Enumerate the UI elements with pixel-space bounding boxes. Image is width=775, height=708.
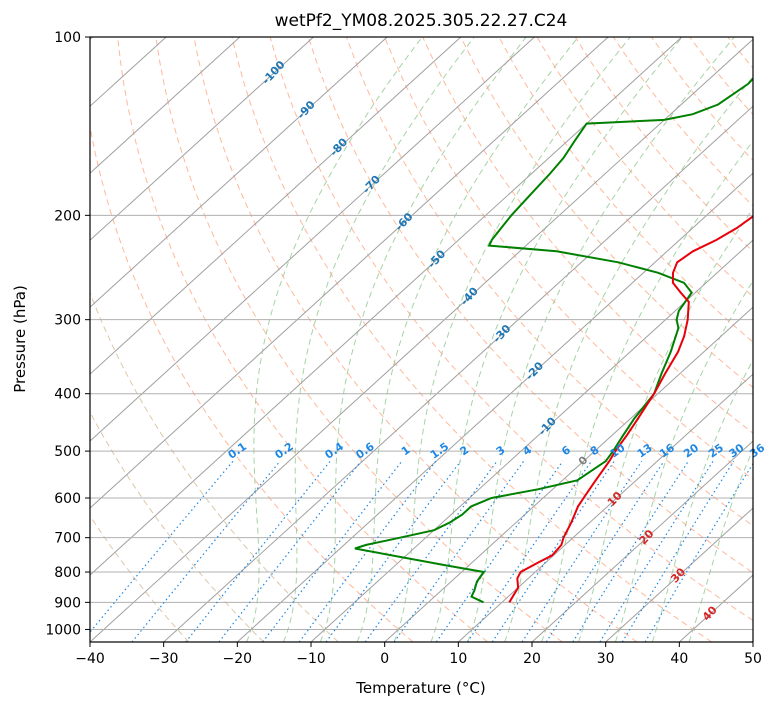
y-tick-label: 900 <box>54 595 81 611</box>
isotherm-line <box>457 373 753 642</box>
isotherm-line <box>90 37 241 174</box>
dry-adiabat <box>90 515 190 642</box>
x-tick-label: 20 <box>523 651 541 667</box>
y-tick-label: 300 <box>54 313 81 329</box>
mixing-ratio-line <box>218 460 362 642</box>
y-axis-label: Pressure (hPa) <box>11 285 29 393</box>
moist-adiabat <box>393 37 631 642</box>
plot-frame <box>89 36 754 643</box>
x-tick-label: −30 <box>149 651 179 667</box>
dry-adiabat <box>193 37 638 642</box>
profile-lines <box>354 77 753 604</box>
background-lines <box>90 37 753 642</box>
mixing-ratio-line <box>491 460 615 642</box>
y-tick-label: 200 <box>54 208 81 224</box>
mixing-ratio-lines <box>90 460 753 642</box>
x-tick-label: 40 <box>670 651 688 667</box>
moist-adiabat <box>504 76 753 642</box>
x-axis-label: Temperature (°C) <box>355 679 485 697</box>
dry-adiabat <box>90 291 339 642</box>
x-tick-label: −20 <box>223 651 253 667</box>
dry-adiabat <box>536 37 753 298</box>
moist-adiabat <box>319 37 527 642</box>
isotherm-line <box>90 37 535 442</box>
moist-adiabat <box>246 37 423 642</box>
moist-adiabat <box>578 207 753 642</box>
isotherm-line <box>163 105 753 642</box>
dewpoint-line <box>354 77 753 604</box>
y-tick-label: 600 <box>54 491 81 507</box>
mixing-ratio-line <box>435 460 564 642</box>
moist-adiabat <box>356 37 579 642</box>
mixing-ratio-line <box>185 460 331 642</box>
moist-adiabat <box>430 37 683 642</box>
isotherm-line <box>236 172 753 642</box>
y-tick-label: 100 <box>54 30 81 46</box>
y-axis-ticks: 100 200 300 400 500 600 700 800 900 1000 <box>45 30 90 638</box>
dry-adiabat <box>117 37 488 642</box>
y-tick-label: 400 <box>54 387 81 403</box>
mixing-ratio-line <box>131 460 281 642</box>
moist-adiabat <box>651 358 753 642</box>
dry-adiabat <box>307 37 753 574</box>
x-tick-label: 10 <box>449 651 467 667</box>
moist-adiabat <box>614 279 753 642</box>
dry-adiabat <box>345 37 753 527</box>
x-axis-ticks: −40 −30 −20 −10 0 10 20 30 40 50 <box>75 642 762 667</box>
mixing-ratio-line <box>644 462 753 642</box>
isotherm-line <box>310 239 753 642</box>
x-tick-label: 0 <box>380 651 389 667</box>
mixing-ratio-line <box>364 460 498 642</box>
mixing-ratio-line <box>545 460 665 642</box>
chart-title: wetPf2_YM08.2025.305.22.27.C24 <box>275 11 568 31</box>
dry-adiabat <box>155 37 563 642</box>
x-tick-label: −10 <box>296 651 326 667</box>
mixing-ratio-line <box>262 460 403 642</box>
isotherm-line <box>90 37 388 308</box>
y-tick-label: 700 <box>54 531 81 547</box>
pressure-grid-lines <box>90 37 753 630</box>
isotherm-line <box>90 37 683 576</box>
mixing-ratio-line <box>325 460 462 642</box>
mixing-ratio-line <box>298 460 437 642</box>
isotherm-line <box>90 37 609 509</box>
x-tick-label: −40 <box>75 651 105 667</box>
dry-adiabat <box>269 37 753 622</box>
isotherm-line <box>90 38 753 642</box>
dry-adiabat <box>90 411 264 642</box>
y-tick-label: 800 <box>54 565 81 581</box>
isotherm-line <box>90 37 314 241</box>
temperature-line <box>508 215 753 603</box>
moist-adiabat <box>541 140 753 642</box>
dry-adiabat <box>90 123 414 642</box>
x-tick-label: 50 <box>744 651 762 667</box>
isotherm-line <box>384 306 753 642</box>
x-tick-label: 30 <box>597 651 615 667</box>
isotherm-line <box>90 37 462 375</box>
isotherm-line <box>531 440 753 642</box>
isotherm-line <box>605 507 753 642</box>
mixing-ratio-line <box>467 460 592 642</box>
mixing-ratio-line <box>393 460 525 642</box>
y-tick-label: 1000 <box>45 622 81 638</box>
y-tick-label: 500 <box>54 444 81 460</box>
